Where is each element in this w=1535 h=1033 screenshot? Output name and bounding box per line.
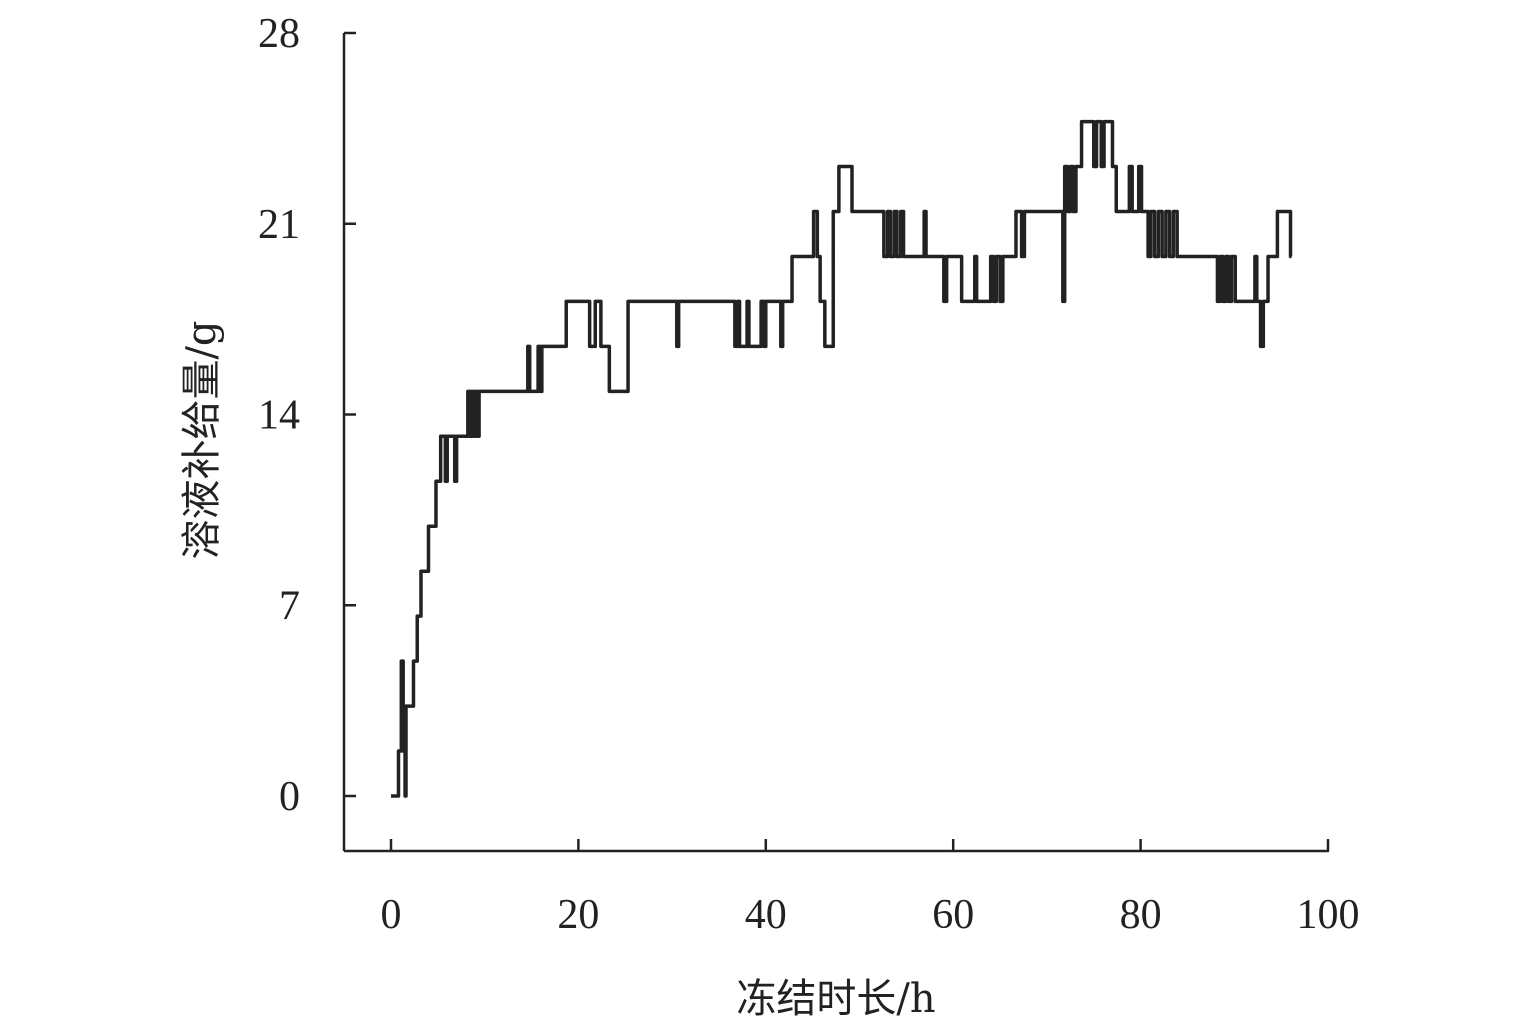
x-tick-label: 80 bbox=[1120, 892, 1162, 938]
x-tick-label: 0 bbox=[381, 892, 402, 938]
ticks: 0 20 40 60 80 100 0 7 14 21 28 bbox=[258, 11, 1360, 938]
series bbox=[391, 119, 1293, 798]
series-line-0 bbox=[391, 119, 1293, 798]
y-axis-label: 溶液补给量/g bbox=[179, 320, 225, 559]
y-tick-label: 21 bbox=[258, 202, 300, 248]
x-axis-label: 冻结时长/h bbox=[736, 976, 935, 1022]
x-tick-label: 20 bbox=[557, 892, 599, 938]
x-tick-label: 40 bbox=[745, 892, 787, 938]
x-tick-label: 60 bbox=[932, 892, 974, 938]
axes bbox=[342, 33, 1329, 853]
y-tick-label: 14 bbox=[258, 393, 300, 439]
y-tick-label: 0 bbox=[279, 774, 300, 820]
x-tick-label: 100 bbox=[1297, 892, 1360, 938]
y-tick-label: 7 bbox=[279, 583, 300, 629]
y-tick-label: 28 bbox=[258, 11, 300, 57]
